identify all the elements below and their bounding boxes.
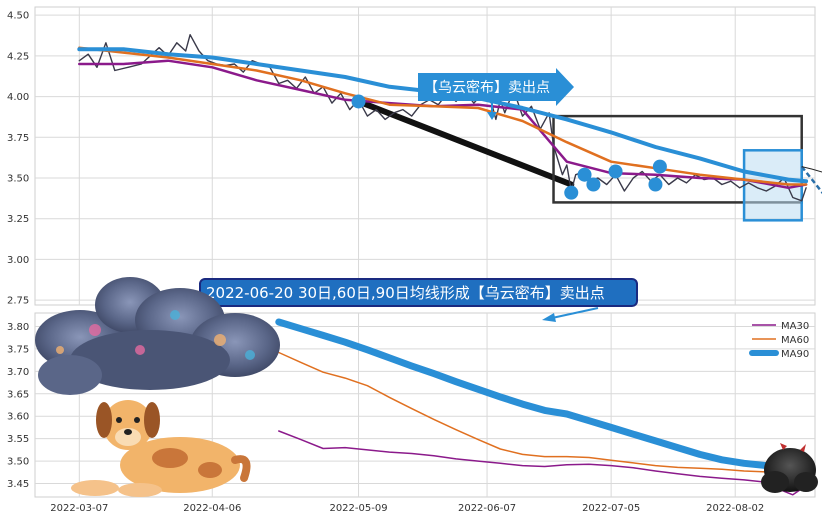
banner-label: 2022-06-20 30日,60日,90日均线形成【乌云密布】卖出点 bbox=[206, 284, 605, 302]
y-tick-label: 3.50 bbox=[7, 173, 29, 184]
signal-marker bbox=[652, 159, 667, 174]
dog-muzzle bbox=[115, 428, 141, 446]
cloud-blob bbox=[70, 330, 230, 390]
y-tick-label: 3.45 bbox=[7, 479, 29, 490]
y-tick-label: 2.75 bbox=[7, 296, 29, 307]
x-tick-label: 2022-06-07 bbox=[458, 503, 516, 514]
y-tick-label: 3.80 bbox=[7, 322, 29, 333]
legend-label-ma30: MA30 bbox=[781, 321, 809, 332]
legend-label-ma90: MA90 bbox=[781, 349, 809, 360]
y-tick-label: 3.75 bbox=[7, 344, 29, 355]
y-tick-label: 4.50 bbox=[7, 11, 29, 22]
legend: MA30 MA60 MA90 bbox=[749, 321, 809, 360]
x-tick-label: 2022-03-07 bbox=[50, 503, 108, 514]
cloud-blob bbox=[38, 355, 102, 395]
signal-banner: 2022-06-20 30日,60日,90日均线形成【乌云密布】卖出点 bbox=[199, 278, 638, 322]
dog-tail bbox=[231, 455, 251, 482]
y-tick-label: 4.00 bbox=[7, 92, 29, 103]
x-tick-label: 2022-04-06 bbox=[183, 503, 241, 514]
sell-flag-label: 【乌云密布】卖出点 bbox=[424, 79, 550, 96]
dark-cloud-icon bbox=[761, 443, 818, 493]
y-tick-label: 3.70 bbox=[7, 367, 29, 378]
signal-marker bbox=[608, 164, 623, 179]
signal-marker bbox=[564, 185, 579, 200]
sell-flag-pointer-head bbox=[487, 112, 497, 120]
cloud-swirl bbox=[56, 346, 64, 354]
dog-nose bbox=[124, 429, 132, 435]
dog-patch bbox=[152, 448, 188, 468]
cloud-swirl bbox=[245, 350, 255, 360]
signal-marker bbox=[586, 177, 601, 192]
banner-pointer-head bbox=[542, 313, 556, 322]
y-tick-label: 3.65 bbox=[7, 389, 29, 400]
signal-marker bbox=[351, 94, 366, 109]
y-tick-label: 3.00 bbox=[7, 255, 29, 266]
x-tick-label: 2022-05-09 bbox=[329, 503, 387, 514]
signal-marker bbox=[648, 177, 663, 192]
y-tick-label: 3.60 bbox=[7, 412, 29, 423]
ma90-line bbox=[275, 318, 810, 476]
x-tick-label: 2022-08-02 bbox=[706, 503, 764, 514]
y-tick-label: 3.55 bbox=[7, 434, 29, 445]
y-tick-label: 3.75 bbox=[7, 133, 29, 144]
dark-cloud-blob bbox=[761, 471, 789, 493]
banner-pointer bbox=[551, 307, 599, 319]
sell-flag: 【乌云密布】卖出点 bbox=[418, 68, 574, 120]
dog-eye bbox=[116, 417, 122, 423]
cloud-swirl bbox=[214, 334, 226, 346]
ma30-line bbox=[78, 59, 808, 190]
y-tick-label: 3.50 bbox=[7, 457, 29, 468]
ma60-line bbox=[278, 351, 807, 480]
ma60-line bbox=[78, 46, 808, 186]
lightning-icon bbox=[780, 443, 806, 452]
dog-ear bbox=[144, 402, 160, 438]
dog-ear bbox=[96, 402, 112, 438]
ma-panel bbox=[275, 318, 810, 496]
y-tick-label: 4.25 bbox=[7, 51, 29, 62]
legend-label-ma60: MA60 bbox=[781, 335, 809, 346]
dog-front-paw bbox=[118, 483, 162, 497]
dog-front-paw bbox=[71, 480, 119, 496]
axis-ticks: 2.75 3.00 3.25 3.50 3.75 4.00 4.25 4.50 3.45 3.50… bbox=[7, 11, 764, 514]
signal-marker bbox=[577, 167, 592, 182]
dark-cloud-blob bbox=[794, 472, 818, 492]
storm-cloud-illustration bbox=[35, 277, 280, 395]
y-tick-label: 3.25 bbox=[7, 214, 29, 225]
x-tick-label: 2022-07-05 bbox=[582, 503, 640, 514]
cloud-swirl bbox=[170, 310, 180, 320]
dog-illustration bbox=[71, 400, 251, 497]
cloud-swirl bbox=[89, 324, 101, 336]
trend-line bbox=[355, 98, 575, 188]
ma30-line bbox=[278, 430, 807, 496]
dog-eye bbox=[134, 417, 140, 423]
dog-patch bbox=[198, 462, 222, 478]
sell-flag-arrow bbox=[418, 68, 574, 106]
cloud-swirl bbox=[135, 345, 145, 355]
